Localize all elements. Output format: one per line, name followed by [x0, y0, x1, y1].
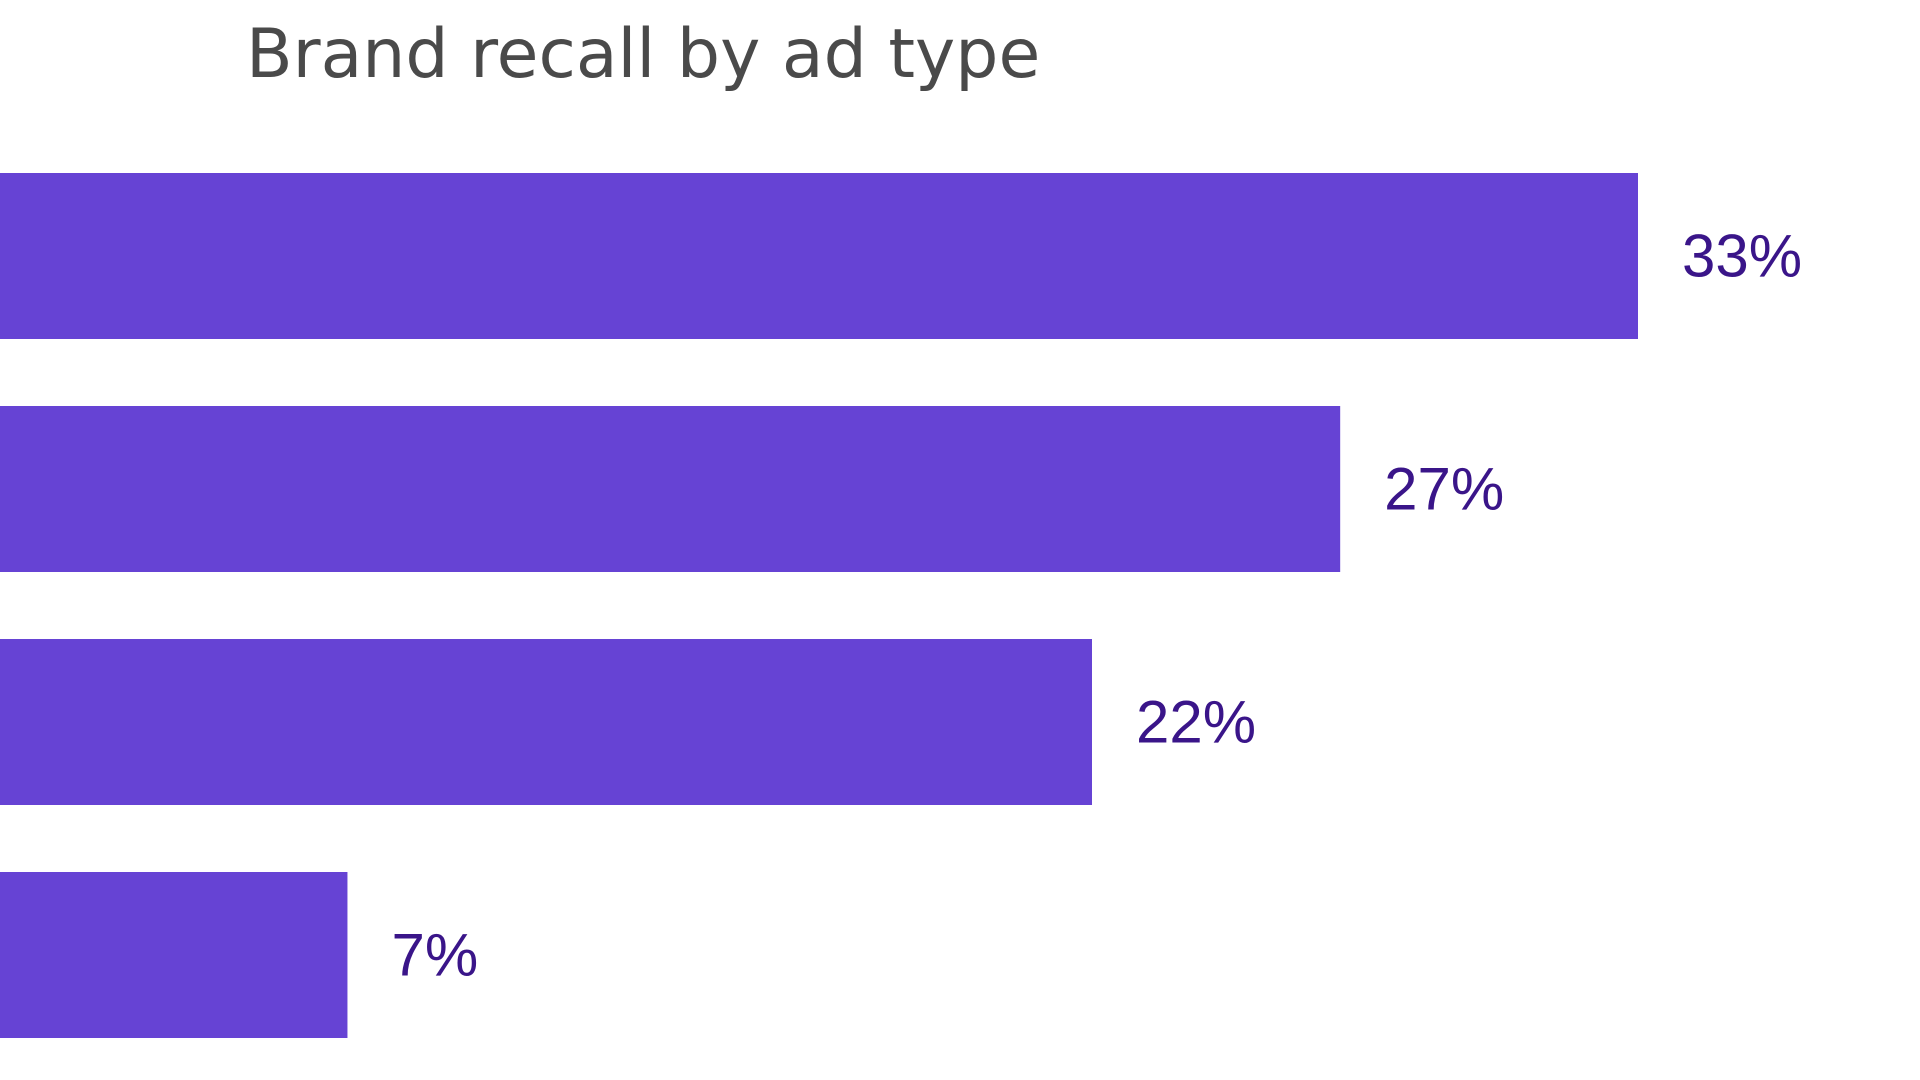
bar-2	[0, 639, 1092, 805]
chart-title: Brand recall by ad type	[246, 15, 1041, 94]
bar-value-label-2: 22%	[1136, 689, 1256, 756]
bar-3	[0, 872, 348, 1038]
bar-0	[0, 173, 1638, 339]
bar-1	[0, 406, 1341, 572]
bar-value-label-0: 33%	[1682, 223, 1802, 290]
bar-value-label-3: 7%	[391, 922, 478, 989]
bar-value-label-1: 27%	[1384, 456, 1504, 523]
